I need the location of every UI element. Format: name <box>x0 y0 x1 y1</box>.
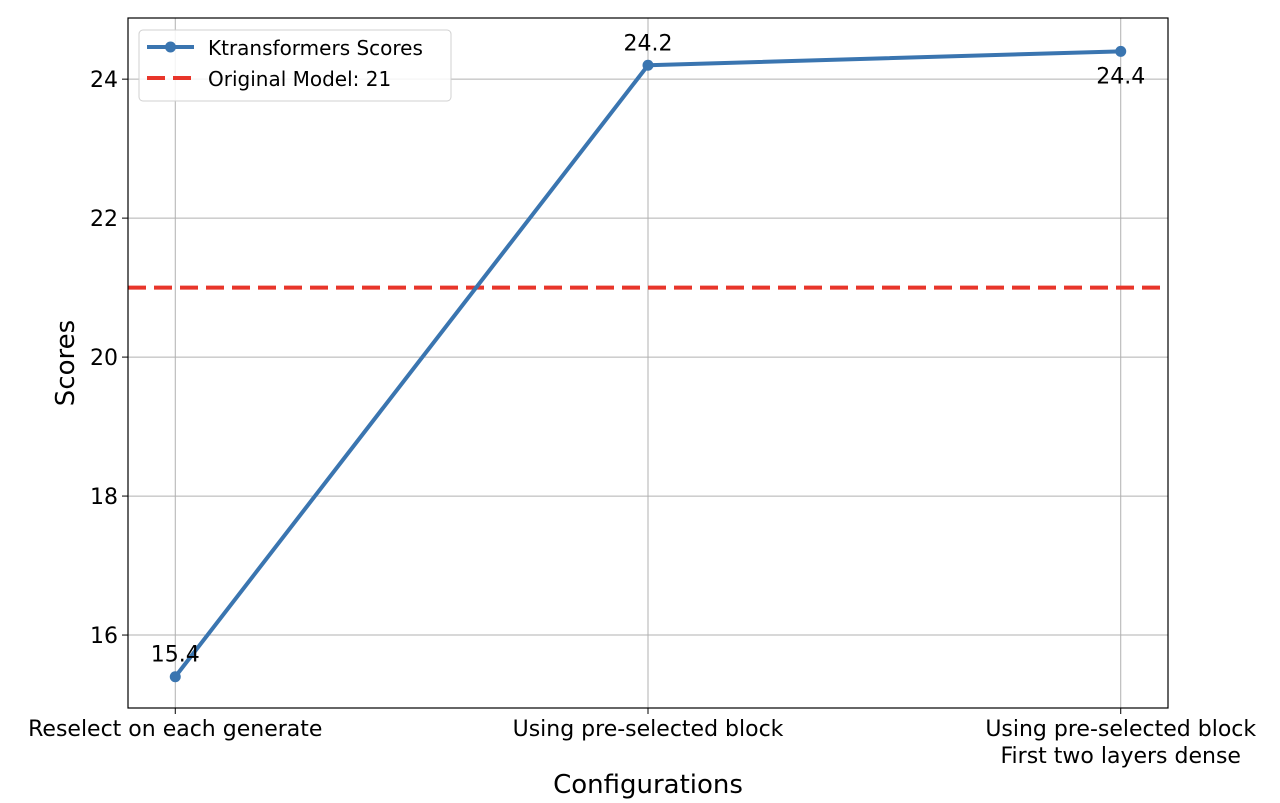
data-label: 24.2 <box>624 31 673 56</box>
y-tick-label: 20 <box>90 346 118 371</box>
legend-label: Original Model: 21 <box>208 67 391 91</box>
data-label: 24.4 <box>1096 64 1145 89</box>
grid <box>128 18 1168 708</box>
legend-marker-icon <box>165 41 176 53</box>
x-tick-label: First two layers dense <box>1001 744 1241 769</box>
legend-label: Ktransformers Scores <box>208 36 423 60</box>
x-tick-label: Using pre-selected block <box>985 717 1256 742</box>
y-tick-label: 22 <box>90 207 118 232</box>
legend: Ktransformers Scores Original Model: 21 <box>138 29 452 102</box>
series: 15.4 24.2 24.4 <box>151 31 1145 683</box>
legend-box <box>138 29 452 102</box>
data-point <box>169 671 181 683</box>
y-axis-label: Scores <box>51 320 81 406</box>
y-tick-label: 24 <box>90 68 118 93</box>
x-axis-label: Configurations <box>553 770 743 800</box>
y-tick-label: 16 <box>90 624 118 649</box>
y-ticks: 16 18 20 22 24 <box>90 68 128 649</box>
data-label: 15.4 <box>151 643 200 668</box>
x-ticks: Reselect on each generate Using pre-selec… <box>28 708 1256 769</box>
data-point <box>642 59 654 71</box>
x-tick-label: Using pre-selected block <box>513 717 784 742</box>
y-tick-label: 18 <box>90 485 118 510</box>
data-point <box>1115 45 1127 57</box>
x-tick-label: Reselect on each generate <box>28 717 322 742</box>
